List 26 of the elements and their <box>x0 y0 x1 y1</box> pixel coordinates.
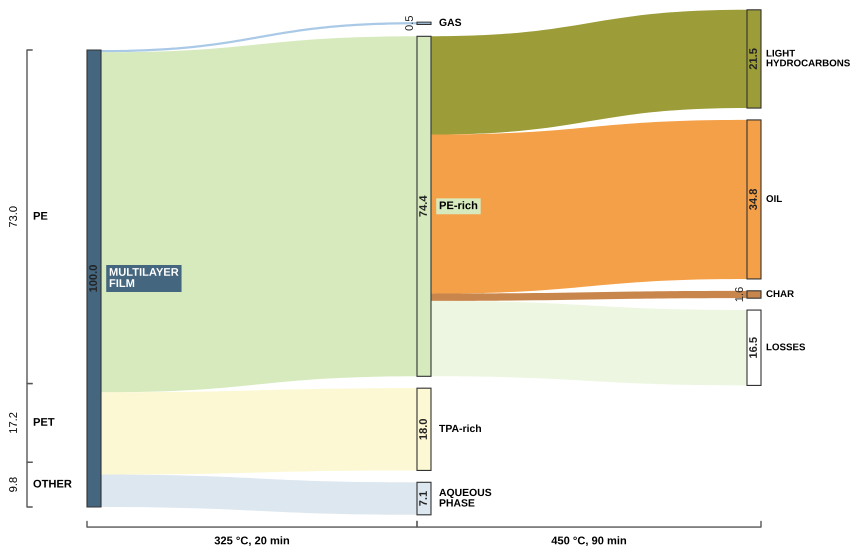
data-label: 18.0 <box>419 418 427 440</box>
data-label: 100.0 <box>89 265 97 292</box>
data-label: 9.8 <box>9 477 17 492</box>
category-label: LOSSES <box>766 343 806 350</box>
data-label: 17.2 <box>9 412 17 433</box>
data-label: 34.8 <box>749 188 757 210</box>
data-label: 1.6 <box>735 287 743 302</box>
data-label: 73.0 <box>9 206 17 228</box>
category-label: OIL <box>766 195 782 202</box>
data-label: 21.5 <box>749 48 757 70</box>
category-label: MULTILAYER FILM <box>110 268 179 287</box>
data-label: 16.5 <box>749 337 757 358</box>
category-label: TPA-rich <box>439 424 481 432</box>
category-label: PE-rich <box>440 201 478 210</box>
data-label: 7.1 <box>419 491 427 506</box>
category-label: GAS <box>439 18 462 26</box>
text: 325 °C, 20 min <box>214 536 290 546</box>
category-label: LIGHT HYDROCARBONS <box>766 50 850 66</box>
category-label: CHAR <box>766 290 794 298</box>
category-label: PET <box>34 418 54 426</box>
data-label: 0.5 <box>405 16 413 31</box>
category-label: PE <box>34 212 48 220</box>
data-label: 74.4 <box>419 196 427 217</box>
category-label: OTHER <box>33 480 72 488</box>
text: 450 °C, 90 min <box>551 536 626 546</box>
category-label: AQUEOUS PHASE <box>439 488 492 507</box>
